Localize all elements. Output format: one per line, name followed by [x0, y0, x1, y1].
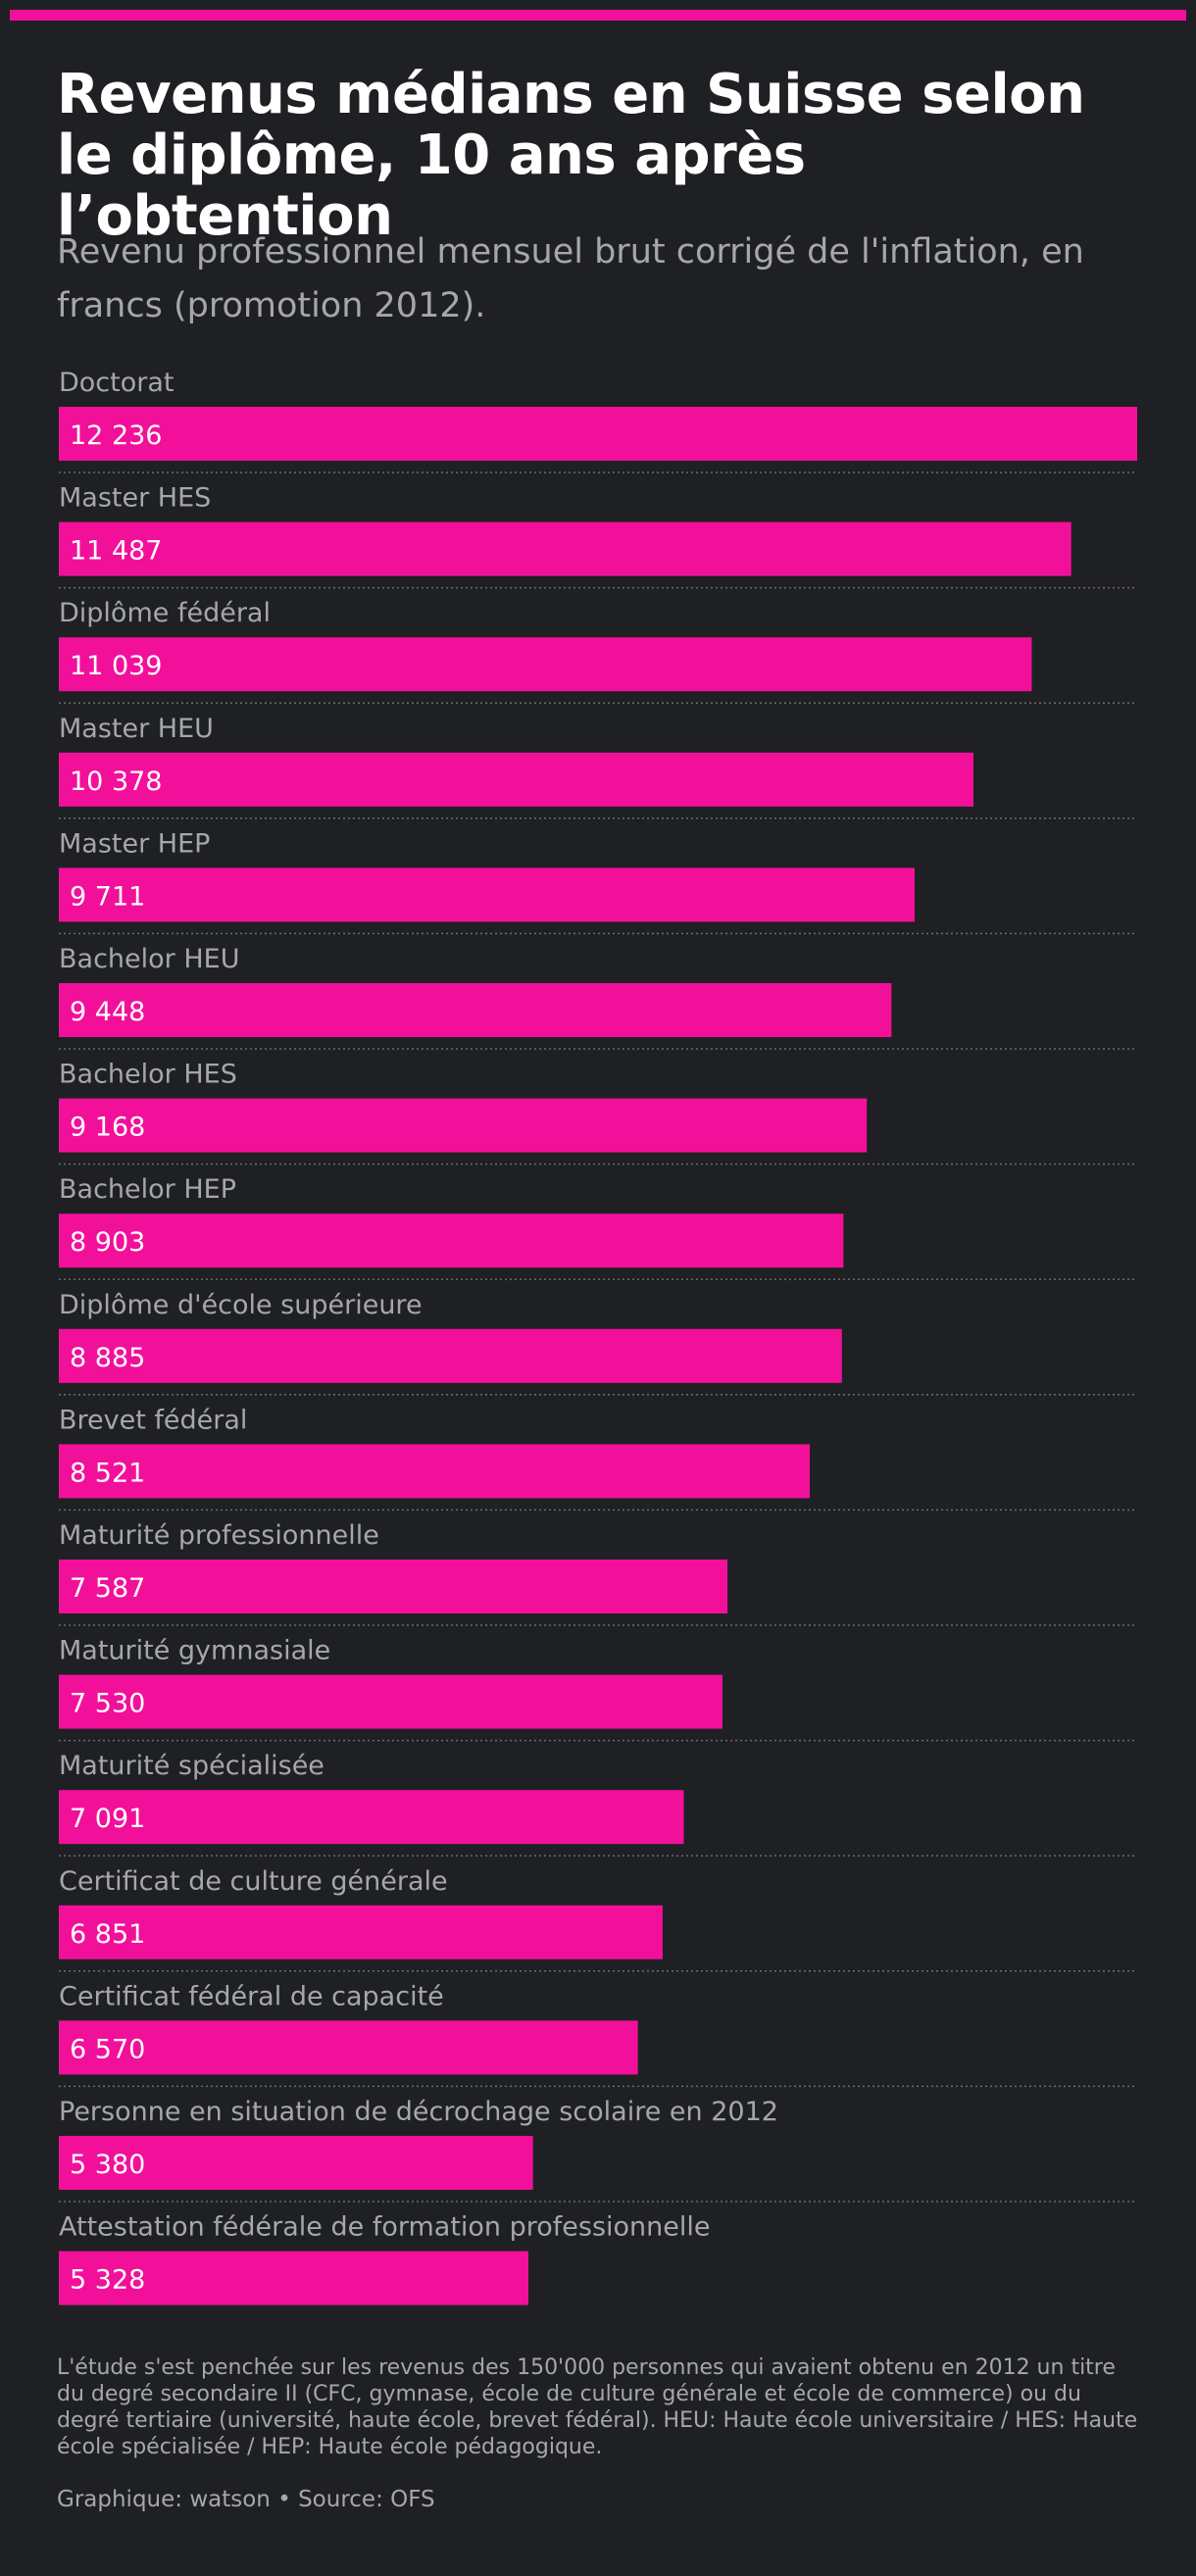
category-label: Bachelor HEP [59, 1174, 236, 1205]
category-label: Maturité professionnelle [59, 1520, 379, 1551]
category-label: Diplôme d'école supérieure [59, 1290, 423, 1320]
chart-credit: Graphique: watson • Source: OFS [57, 2487, 435, 2512]
value-label: 8 885 [70, 1343, 145, 1373]
bar [59, 752, 973, 807]
category-label: Maturité spécialisée [59, 1751, 324, 1781]
bar [59, 1328, 842, 1383]
category-label: Bachelor HEU [59, 944, 239, 974]
chart-title: Revenus médians en Suisse selon le diplô… [57, 63, 1085, 248]
bar [59, 637, 1032, 692]
bar [59, 1560, 728, 1613]
value-label: 6 851 [70, 1919, 145, 1950]
top-accent-bar [10, 10, 1186, 21]
bar [59, 983, 892, 1037]
category-label: Personne en situation de décrochage scol… [59, 2097, 778, 2127]
category-label: Master HES [59, 483, 211, 514]
value-label: 9 448 [70, 997, 145, 1027]
value-label: 5 328 [70, 2265, 145, 2296]
bar [59, 521, 1071, 576]
value-label: 11 039 [70, 651, 162, 681]
value-label: 6 570 [70, 2034, 145, 2064]
value-label: 8 521 [70, 1458, 145, 1488]
value-label: 10 378 [70, 767, 162, 797]
category-label: Diplôme fédéral [59, 598, 271, 628]
category-label: Certificat de culture générale [59, 1866, 448, 1897]
value-label: 11 487 [70, 536, 162, 567]
category-label: Master HEU [59, 714, 214, 744]
value-label: 5 380 [70, 2150, 145, 2180]
category-label: Attestation fédérale de formation profes… [59, 2212, 711, 2243]
category-label: Bachelor HES [59, 1060, 237, 1090]
value-label: 7 587 [70, 1573, 145, 1604]
bar [59, 867, 916, 922]
bar [59, 2020, 638, 2075]
value-label: 9 168 [70, 1113, 145, 1143]
category-label: Doctorat [59, 368, 174, 398]
value-label: 7 091 [70, 1804, 145, 1834]
bar [59, 1444, 811, 1499]
bar [59, 1674, 723, 1729]
value-label: 12 236 [70, 421, 162, 451]
bar [59, 1098, 868, 1153]
value-label: 9 711 [70, 881, 145, 912]
bar [59, 407, 1137, 461]
bar [59, 1214, 844, 1268]
category-label: Certificat fédéral de capacité [59, 1981, 444, 2011]
bar [59, 1790, 684, 1845]
category-label: Maturité gymnasiale [59, 1636, 330, 1666]
bar [59, 1905, 663, 1959]
bar [59, 2251, 528, 2305]
value-label: 7 530 [70, 1689, 145, 1719]
chart-subtitle: Revenu professionnel mensuel brut corrig… [57, 232, 1084, 325]
bar [59, 2136, 533, 2190]
chart-note: L'étude s'est penchée sur les revenus de… [57, 2355, 1138, 2459]
value-label: 8 903 [70, 1227, 145, 1258]
category-label: Brevet fédéral [59, 1405, 247, 1435]
category-label: Master HEP [59, 828, 210, 859]
